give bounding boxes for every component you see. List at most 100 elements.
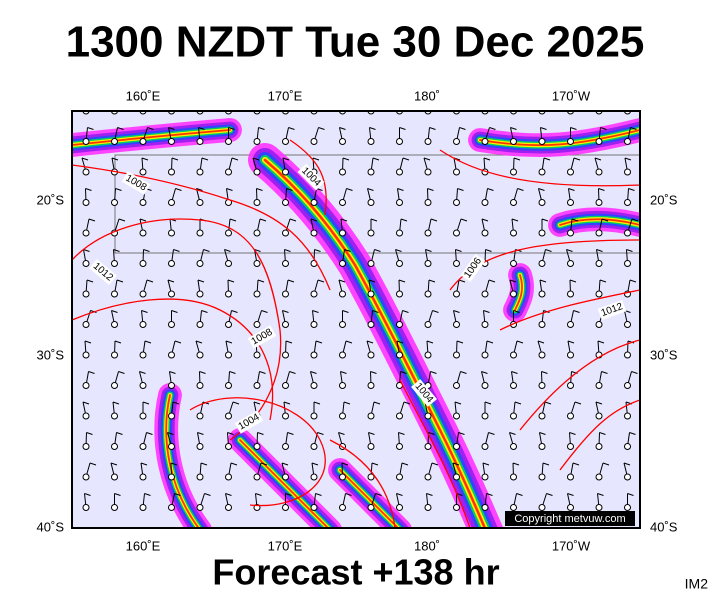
wind-barb (374, 249, 381, 252)
wind-barb (457, 188, 464, 191)
wind-barb (200, 111, 201, 112)
wind-barb (516, 97, 522, 99)
wind-barb (110, 462, 118, 466)
station (111, 351, 118, 359)
isobar-label-bg (234, 410, 264, 434)
wind-barb (569, 279, 577, 283)
wind-barb (346, 188, 353, 191)
station (225, 168, 232, 176)
station (510, 168, 517, 176)
wind-barb (368, 279, 376, 283)
wind-barb (431, 462, 439, 466)
station (396, 412, 403, 420)
station (624, 168, 631, 176)
wind-barb (428, 279, 436, 283)
wind-barb (285, 340, 293, 344)
station (567, 412, 574, 420)
wind-barb (311, 462, 319, 466)
wind-barb (513, 111, 515, 112)
wind-barb (402, 157, 410, 161)
wind-barb (198, 127, 205, 130)
station (310, 443, 318, 450)
station (82, 229, 90, 237)
station (111, 382, 118, 389)
station (424, 168, 432, 176)
station (310, 351, 318, 359)
lat-label: 40˚S (37, 519, 65, 534)
wind-barb (285, 493, 292, 496)
wind-barb (231, 310, 238, 313)
station (139, 443, 147, 450)
station (139, 199, 147, 206)
station (82, 321, 90, 328)
wind-barb (511, 371, 518, 374)
station (510, 229, 517, 237)
station (196, 473, 204, 481)
wind-barb (174, 97, 180, 99)
station (453, 443, 460, 450)
station (481, 138, 489, 145)
station (510, 290, 517, 298)
station (82, 290, 90, 298)
station (538, 138, 546, 145)
wind-barb (373, 401, 381, 405)
wind-barb (482, 462, 490, 466)
station (595, 504, 603, 511)
wind-barb (84, 97, 90, 99)
station (481, 199, 489, 206)
wind-barb (599, 432, 606, 435)
station (139, 260, 147, 267)
wind-barb (146, 432, 153, 435)
wind-barb (569, 432, 576, 435)
lon-label: 170˚E (268, 538, 303, 553)
station (367, 199, 375, 206)
rain-band (165, 394, 200, 528)
lat-label: 20˚S (37, 192, 65, 207)
station (111, 290, 118, 298)
station (282, 168, 289, 176)
wind-barb (459, 127, 466, 130)
station (538, 260, 546, 267)
wind-barb (631, 218, 639, 222)
wind-barb (341, 462, 349, 466)
station (424, 321, 432, 328)
wind-barb (173, 249, 180, 252)
wind-barb (398, 432, 405, 435)
wind-barb (282, 310, 289, 313)
wind-barb (255, 493, 262, 496)
wind-barb (517, 188, 524, 191)
wind-barb (396, 493, 403, 496)
wind-barb (629, 279, 637, 283)
station (595, 473, 603, 481)
station (253, 138, 261, 145)
station (139, 504, 147, 511)
station (510, 504, 517, 511)
station (111, 199, 118, 206)
station (168, 199, 175, 206)
wind-barb (85, 111, 86, 112)
isobar-label-bg (411, 379, 437, 407)
station (453, 321, 460, 328)
wind-barb (287, 279, 295, 283)
isobar (449, 239, 640, 291)
station (139, 351, 147, 359)
station (196, 290, 204, 298)
copyright: Copyright metvuw.com (514, 513, 625, 525)
wind-barb (403, 401, 411, 405)
station (111, 443, 118, 450)
wind-barb (345, 493, 352, 496)
wind-barb (597, 340, 605, 344)
isobar (189, 397, 326, 507)
station (111, 504, 118, 511)
station (424, 412, 432, 420)
station (396, 260, 403, 267)
station (396, 443, 403, 450)
wind-barb (626, 111, 628, 112)
wind-barb (540, 127, 547, 130)
wind-barb (396, 97, 402, 99)
station (424, 443, 432, 450)
station (624, 412, 631, 420)
wind-barb (88, 371, 95, 374)
title: 1300 NZDT Tue 30 Dec 2025 (66, 18, 645, 67)
wind-barb (623, 462, 631, 466)
